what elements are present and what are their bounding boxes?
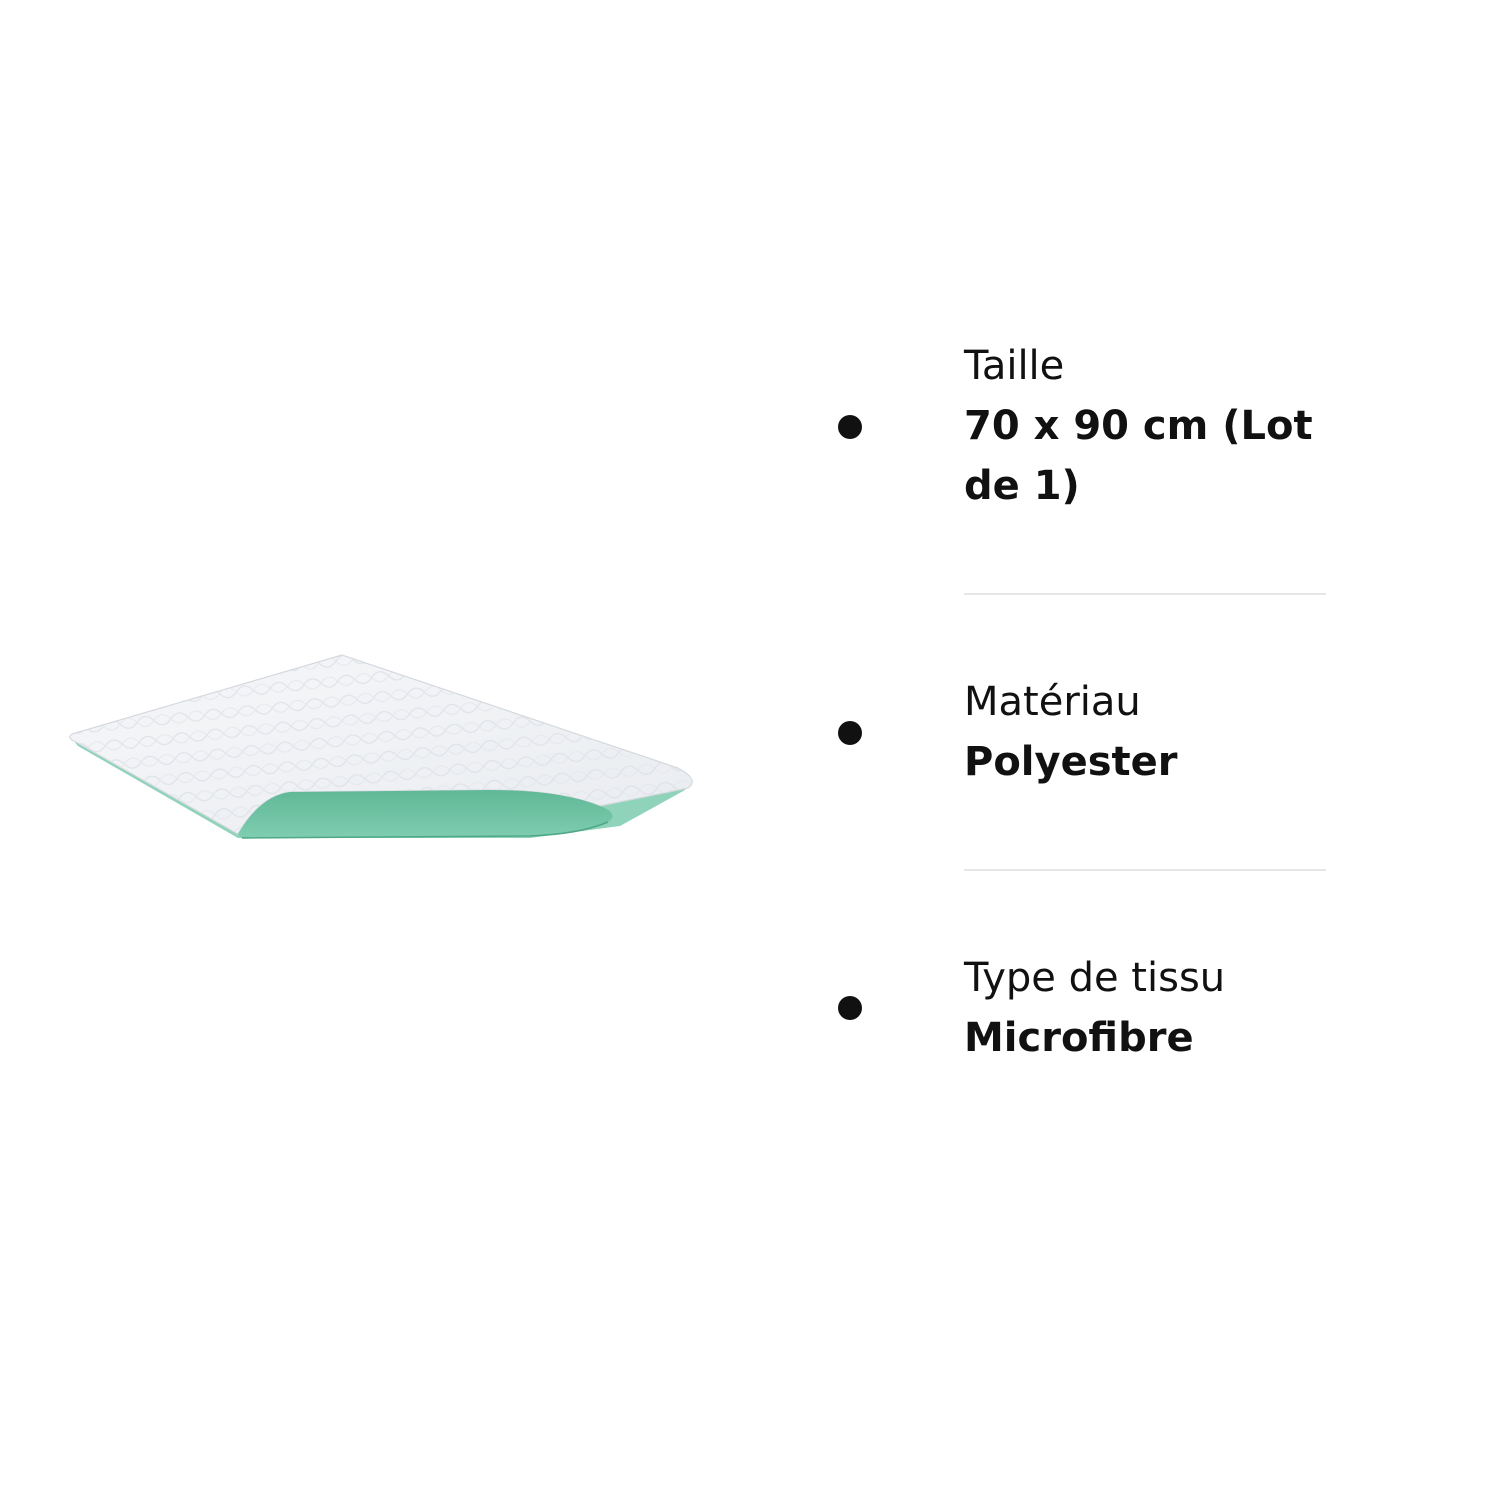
divider bbox=[964, 593, 1326, 595]
bullet-dot-icon bbox=[838, 996, 862, 1020]
spec-label: Taille bbox=[964, 343, 1065, 389]
spec-item-fabric-type: Type de tissu Microfibre bbox=[964, 948, 1364, 1068]
spec-value: Polyester bbox=[964, 739, 1178, 785]
spec-value: Microfibre bbox=[964, 1015, 1194, 1061]
spec-label: Matériau bbox=[964, 679, 1141, 725]
quilted-pattern bbox=[69, 655, 693, 834]
divider bbox=[964, 869, 1326, 871]
underpad-illustration bbox=[69, 654, 693, 839]
product-image bbox=[60, 640, 700, 860]
spec-item-size: Taille 70 x 90 cm (Lot de 1) bbox=[964, 336, 1364, 516]
spec-item-material: Matériau Polyester bbox=[964, 672, 1364, 792]
spec-label: Type de tissu bbox=[964, 955, 1226, 1001]
bullet-dot-icon bbox=[838, 721, 862, 745]
spec-value: 70 x 90 cm (Lot de 1) bbox=[964, 403, 1313, 509]
pad-folded-underside bbox=[238, 790, 613, 838]
bullet-dot-icon bbox=[838, 415, 862, 439]
